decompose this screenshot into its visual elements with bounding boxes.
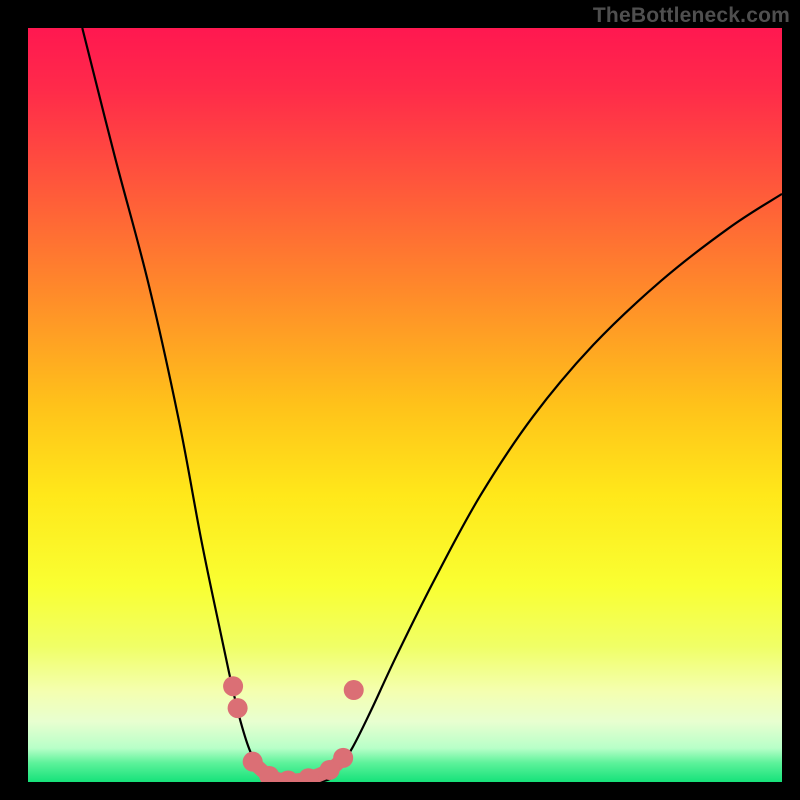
chart-svg [28, 28, 782, 782]
watermark-text: TheBottleneck.com [593, 4, 790, 28]
gradient-background [28, 28, 782, 782]
chart-frame: TheBottleneck.com [0, 0, 800, 800]
marker-dot [223, 676, 243, 696]
marker-dot [333, 748, 353, 768]
marker-dot [243, 752, 263, 772]
marker-dot [228, 698, 248, 718]
marker-dot [344, 680, 364, 700]
plot-area [28, 28, 782, 782]
